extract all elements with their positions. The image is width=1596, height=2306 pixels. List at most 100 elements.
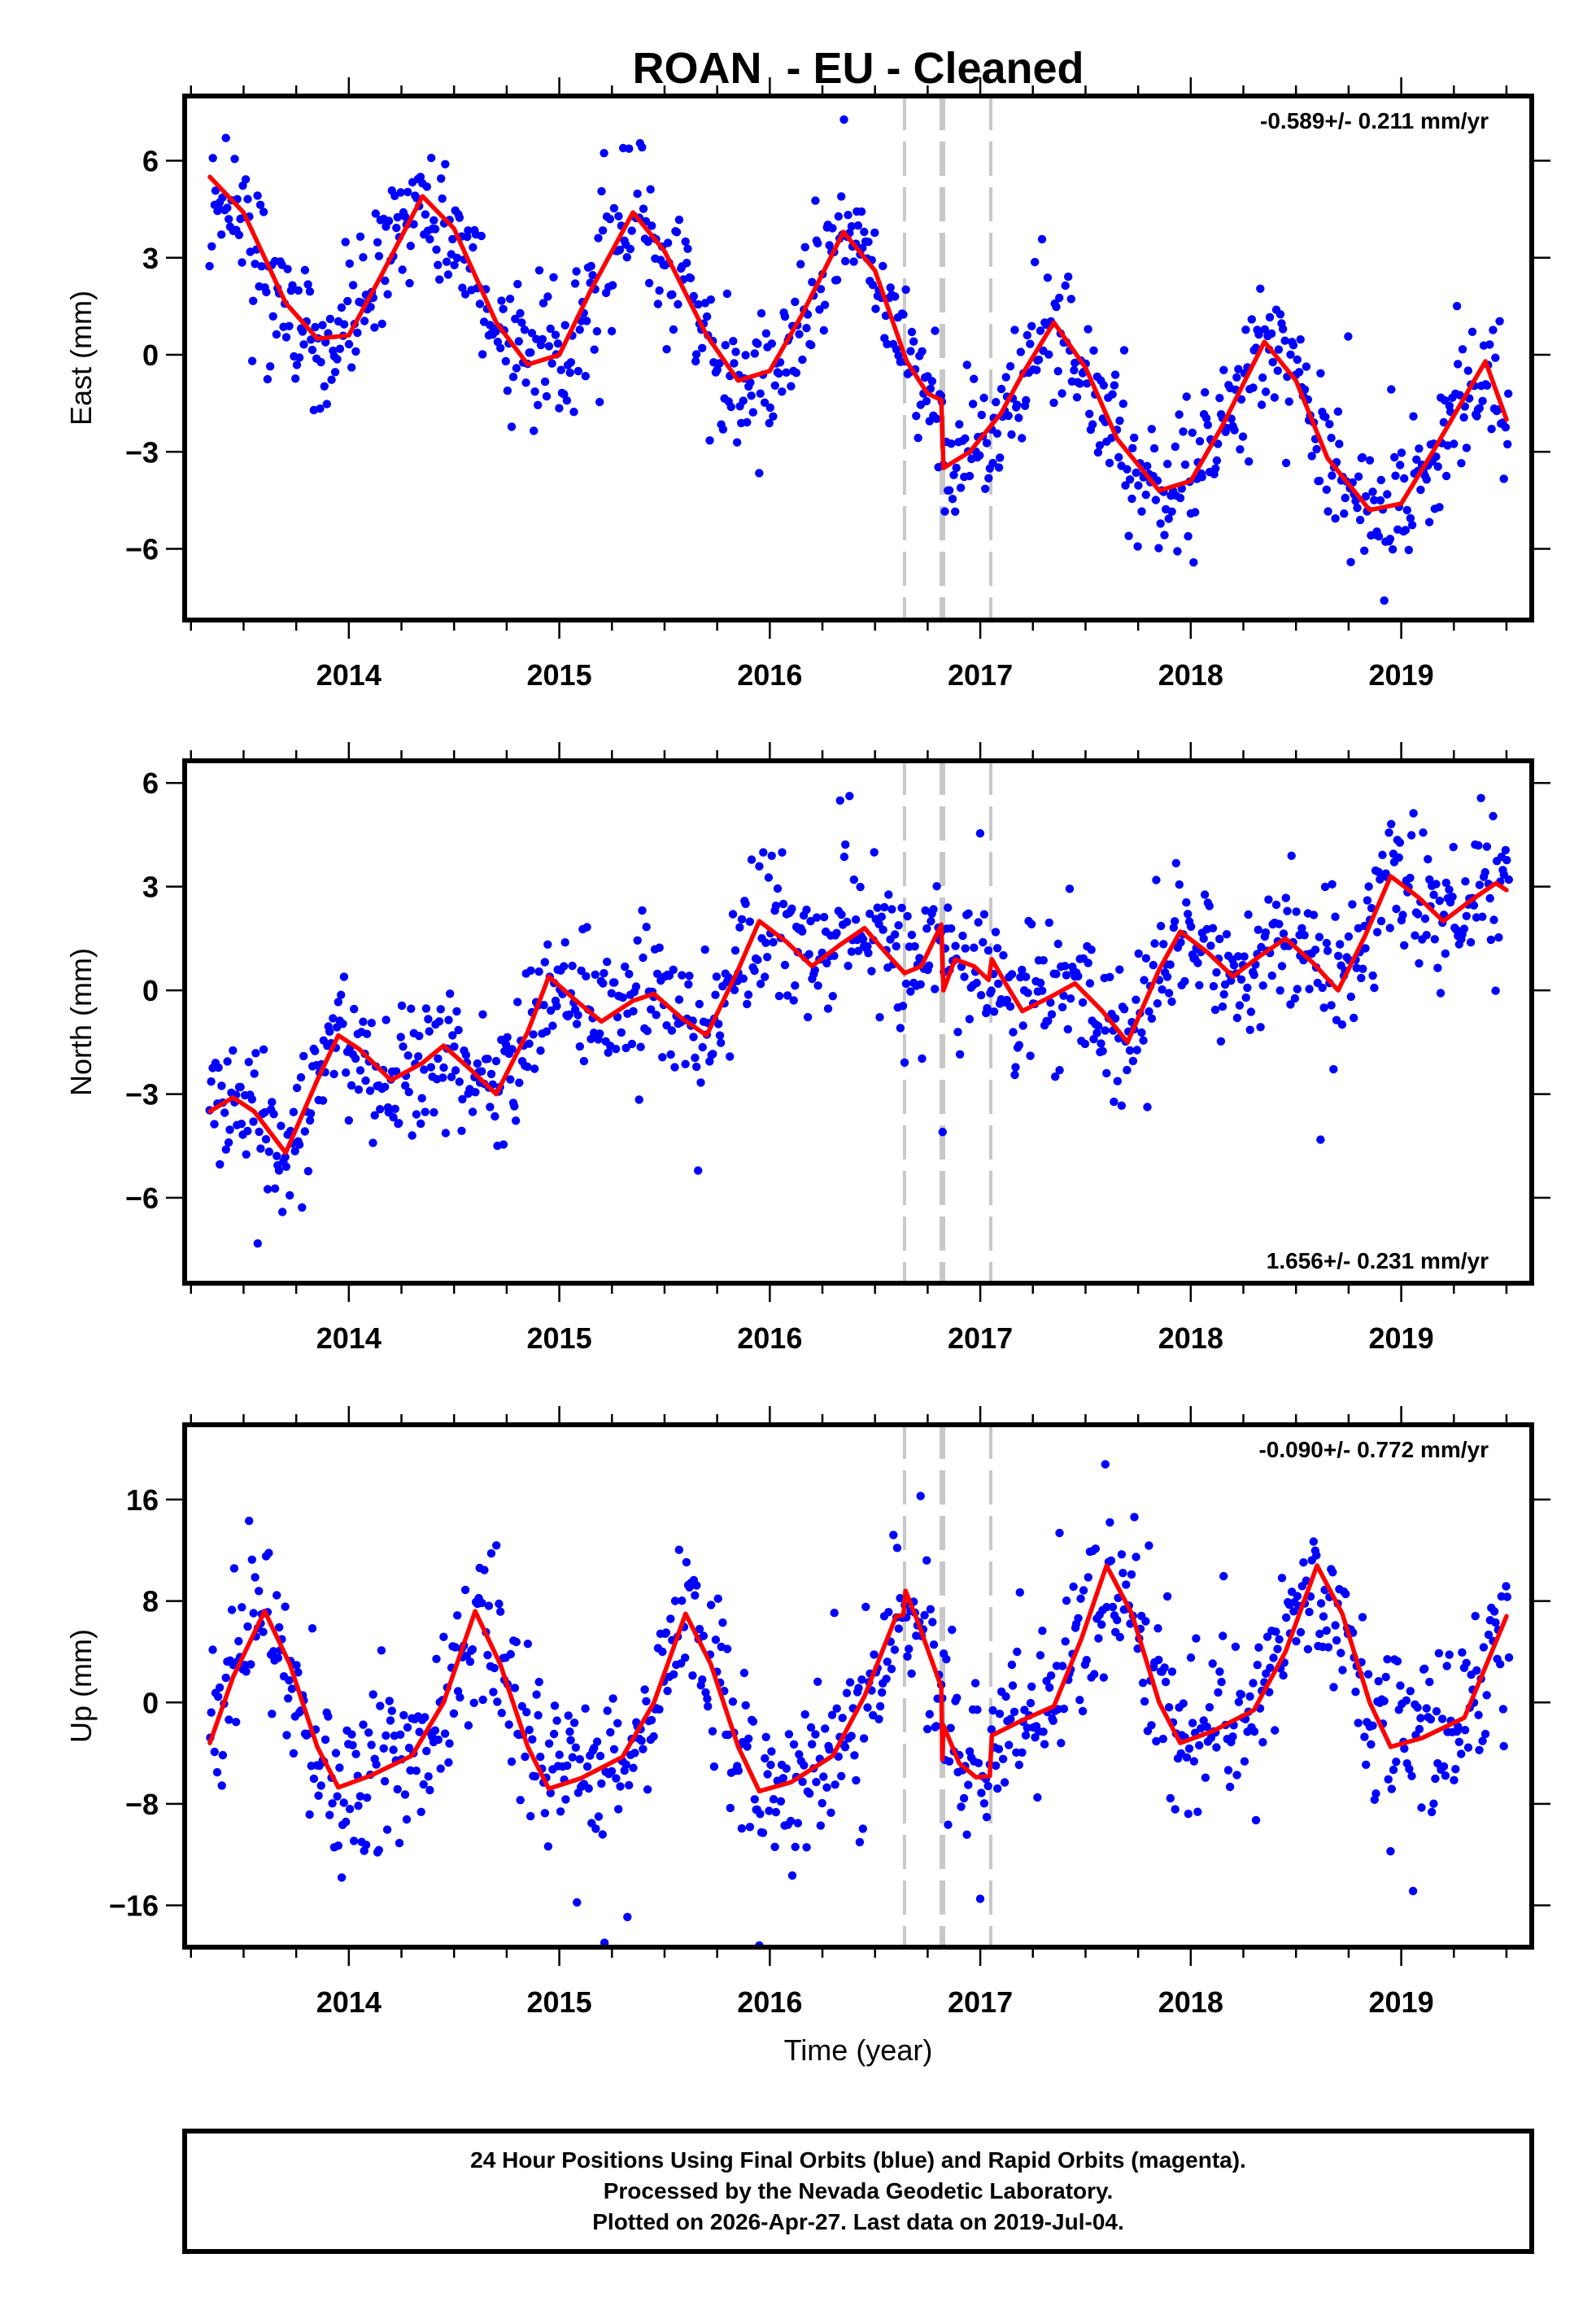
observation-point (598, 1830, 607, 1839)
observation-point (508, 1045, 517, 1054)
observation-point (1169, 923, 1179, 932)
observation-point (962, 1830, 971, 1839)
observation-point (1363, 896, 1372, 905)
observation-point (828, 224, 837, 233)
observation-point (992, 429, 1002, 438)
observation-point (639, 204, 648, 213)
observation-point (362, 1029, 372, 1038)
observation-point (595, 1751, 605, 1761)
observation-point (607, 1767, 617, 1775)
observation-point (430, 1107, 438, 1117)
observation-point (1079, 1586, 1088, 1595)
observation-point (294, 353, 304, 362)
observation-point (1396, 461, 1405, 469)
observation-point (1498, 1705, 1508, 1714)
observation-point (612, 1774, 621, 1783)
observation-point (316, 1781, 325, 1790)
observation-point (689, 1033, 698, 1042)
observation-point (834, 1752, 843, 1761)
observation-point (409, 220, 418, 229)
observation-point (561, 1795, 570, 1804)
observation-point (798, 355, 807, 365)
observation-point (249, 1117, 258, 1126)
observation-point (1023, 330, 1032, 340)
observation-point (609, 203, 619, 213)
observation-point (588, 271, 597, 280)
observation-point (926, 1605, 935, 1614)
observation-point (800, 1761, 809, 1770)
observation-point (1249, 383, 1258, 392)
observation-point (452, 1007, 461, 1016)
observation-point (511, 1116, 521, 1125)
observation-point (756, 980, 765, 989)
observation-point (730, 359, 739, 368)
observation-point (653, 299, 663, 308)
model-fit-line (207, 1563, 1509, 1794)
observation-point (698, 343, 707, 352)
observation-point (384, 216, 394, 225)
observation-point (465, 1657, 475, 1666)
observation-point (1246, 1007, 1256, 1016)
observation-point (1164, 1703, 1174, 1712)
observation-point (430, 1726, 440, 1735)
observation-point (905, 1644, 914, 1653)
observation-point (925, 1710, 935, 1719)
observation-point (638, 906, 647, 915)
observation-point (456, 1692, 464, 1702)
observation-point (1432, 452, 1441, 461)
observation-point (1053, 939, 1063, 949)
observation-point (285, 321, 294, 330)
observation-point (1162, 972, 1172, 981)
observation-point (380, 1776, 390, 1786)
observation-point (1437, 1714, 1447, 1723)
observation-point (1159, 940, 1168, 949)
observation-point (403, 1051, 412, 1060)
observation-point (327, 375, 336, 384)
observation-point (307, 335, 316, 344)
observation-point (1328, 880, 1337, 889)
observation-point (617, 1028, 626, 1037)
observation-point (878, 1688, 887, 1697)
observation-point (979, 1799, 989, 1808)
observation-point (1323, 946, 1332, 955)
observation-point (1474, 841, 1483, 850)
observation-point (1223, 1766, 1233, 1775)
observation-point (592, 1737, 602, 1746)
observation-point (217, 1781, 226, 1790)
observation-point (1140, 1697, 1149, 1706)
observation-point (968, 400, 978, 408)
observation-point (1295, 368, 1304, 377)
observation-point (1290, 994, 1300, 1003)
observation-point (1140, 976, 1149, 985)
observation-point (1044, 1016, 1053, 1026)
observation-point (806, 1723, 816, 1732)
observation-point (1463, 1743, 1473, 1752)
observation-point (1441, 471, 1451, 481)
observation-point (1433, 963, 1442, 972)
observation-point (745, 1823, 755, 1832)
observation-point (1202, 1722, 1211, 1732)
observation-point (849, 257, 858, 266)
observation-point (767, 1747, 776, 1756)
observation-point (1328, 471, 1337, 480)
observation-point (864, 949, 873, 958)
observation-point (1080, 1039, 1090, 1049)
observation-point (496, 343, 505, 352)
observation-point (534, 1710, 543, 1720)
observation-point (1329, 1064, 1338, 1074)
observation-point (1241, 325, 1250, 334)
observation-point (582, 1762, 592, 1771)
observation-point (599, 979, 608, 988)
observation-point (1001, 373, 1010, 382)
observation-point (741, 351, 750, 360)
observation-point (614, 212, 623, 221)
observation-point (867, 967, 876, 976)
x-tick-label: 2015 (527, 1321, 592, 1355)
observation-point (1245, 1025, 1254, 1034)
observation-point (1162, 1592, 1172, 1601)
observation-point (373, 238, 382, 247)
observation-point (447, 1072, 456, 1081)
observation-point (992, 398, 1001, 407)
observation-point (863, 1703, 872, 1712)
observation-point (674, 1545, 683, 1554)
